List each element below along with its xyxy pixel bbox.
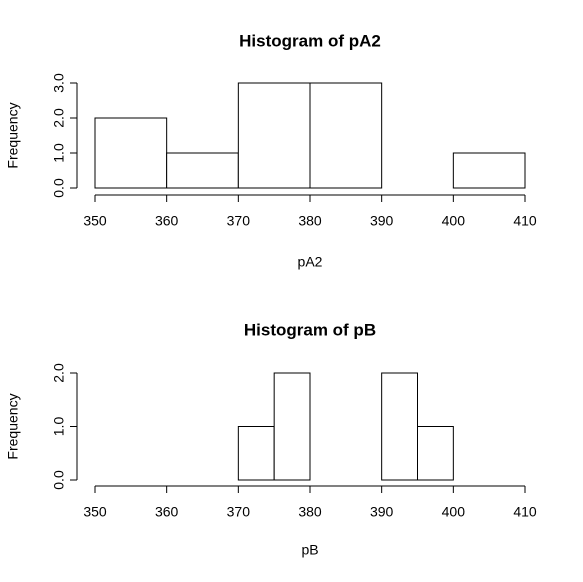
x-axis-label: pB (301, 542, 318, 558)
x-tick-label: 370 (227, 504, 251, 520)
y-tick-label: 0.0 (51, 178, 67, 198)
x-tick-label: 410 (513, 213, 537, 229)
bar (166, 152, 239, 189)
x-tick-label: 350 (83, 213, 107, 229)
x-tick-label: 400 (442, 504, 466, 520)
x-tick-label: 360 (155, 504, 179, 520)
x-tick-label: 400 (442, 213, 466, 229)
bar (94, 117, 168, 189)
y-axis-label: Frequency (5, 393, 21, 459)
x-tick-label: 410 (513, 504, 537, 520)
x-tick-label: 380 (298, 213, 322, 229)
bar (237, 426, 275, 481)
x-tick-label: 380 (298, 504, 322, 520)
x-tick-label: 390 (370, 213, 394, 229)
bar (273, 372, 311, 481)
y-tick-label: 0.0 (51, 470, 67, 490)
bar (452, 152, 526, 189)
bar (381, 372, 418, 481)
bar (309, 82, 383, 189)
y-tick-label: 1.0 (51, 143, 67, 163)
chart-title: Histogram of pB (244, 320, 376, 339)
y-axis-label: Frequency (5, 102, 21, 168)
bar (417, 426, 454, 481)
y-tick-label: 2.0 (51, 363, 67, 383)
x-axis-label: pA2 (298, 254, 323, 270)
x-tick-label: 390 (370, 504, 394, 520)
y-tick-label: 2.0 (51, 108, 67, 128)
x-tick-label: 370 (227, 213, 251, 229)
x-tick-label: 350 (83, 504, 107, 520)
bar (237, 82, 311, 189)
chart-title: Histogram of pA2 (239, 31, 381, 50)
y-tick-label: 3.0 (51, 73, 67, 93)
y-tick-label: 1.0 (51, 417, 67, 437)
x-tick-label: 360 (155, 213, 179, 229)
